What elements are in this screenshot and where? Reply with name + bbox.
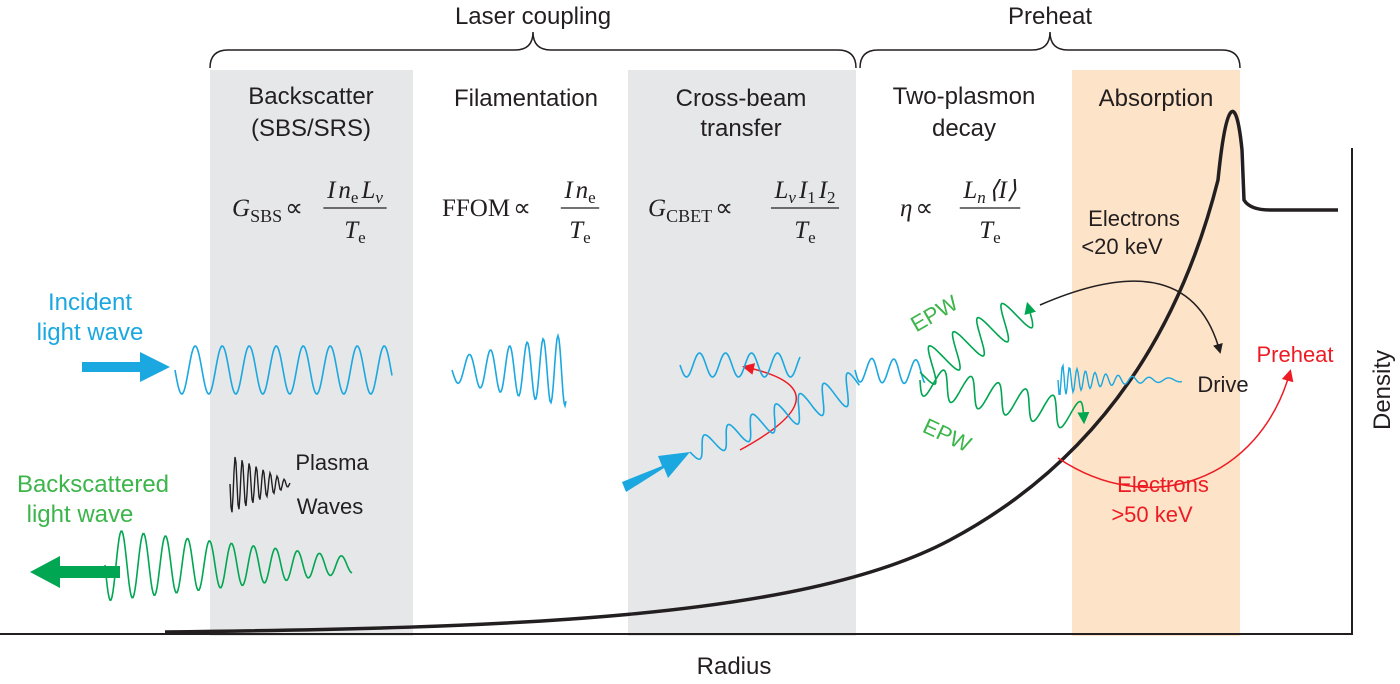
region-label: decay — [932, 115, 996, 142]
formula-symbol: L — [360, 177, 375, 204]
formula-symbol: I — [326, 177, 337, 204]
formula-subscript: e — [351, 188, 359, 207]
formula-denominator: Te — [569, 217, 590, 247]
formula-subscript: CBET — [666, 206, 712, 226]
label: Electrons — [1088, 206, 1180, 231]
formula-relation: ∝ — [715, 195, 733, 222]
formula-lhs: η ∝ — [900, 195, 933, 222]
wave — [919, 369, 1090, 429]
formula-symbol: G — [232, 195, 250, 222]
formula-subscript: e — [808, 228, 816, 247]
formula-subscript: SBS — [250, 206, 282, 226]
formula-symbol: L — [962, 177, 977, 204]
label: EPW — [906, 290, 962, 337]
band — [210, 70, 413, 636]
formula-subscript: e — [358, 228, 366, 247]
formula-symbol: T — [344, 217, 360, 244]
label: Plasma — [295, 450, 369, 475]
formula-relation: ∝ — [285, 195, 303, 222]
label: Electrons — [1117, 472, 1209, 497]
brace — [209, 31, 857, 69]
wave — [854, 357, 926, 385]
label: Waves — [297, 494, 363, 519]
formula-symbol: I — [798, 177, 809, 204]
wave — [229, 456, 291, 513]
arrow — [622, 452, 690, 492]
formula-lhs: GSBS ∝ — [232, 195, 303, 226]
y-axis-label: Density — [1369, 350, 1396, 430]
formula-symbol: ⟨I⟩ — [989, 177, 1017, 204]
formula-subscript: 2 — [827, 188, 836, 207]
formula-subscript: n — [977, 188, 986, 207]
density-curve — [164, 109, 1338, 634]
label: light wave — [37, 319, 144, 346]
region-label: Filamentation — [454, 85, 598, 112]
group-label: Preheat — [1008, 3, 1092, 30]
black-arrow — [1039, 280, 1223, 354]
wave — [679, 352, 801, 378]
label: light wave — [27, 501, 134, 528]
label: >50 keV — [1111, 502, 1193, 527]
region-label: (SBS/SRS) — [251, 115, 371, 142]
brace — [859, 31, 1241, 69]
formula-symbol: T — [569, 217, 585, 244]
wave — [104, 530, 353, 601]
formula-lhs: FFOM ∝ — [442, 195, 531, 222]
formula-symbol: I — [818, 177, 829, 204]
formula-symbol: n — [576, 177, 589, 204]
label: Drive — [1197, 372, 1248, 397]
formula-subscript: e — [993, 228, 1001, 247]
formula-denominator: Te — [344, 217, 365, 247]
formula-numerator: Ln ⟨I⟩ — [962, 177, 1016, 207]
formula-subscript: v — [375, 188, 383, 207]
formula-symbol: I — [563, 177, 574, 204]
wave — [451, 332, 567, 409]
formula-denominator: Te — [979, 217, 1000, 247]
wave — [1057, 363, 1183, 395]
formula-symbol: n — [338, 177, 351, 204]
arrow — [82, 352, 170, 382]
formula-symbol: G — [648, 195, 666, 222]
red-arrow — [739, 363, 797, 451]
formula-symbol: FFOM — [442, 195, 510, 222]
formula-symbol: L — [773, 177, 788, 204]
region-label: Cross-beam — [676, 85, 807, 112]
red-arrow — [1057, 369, 1294, 489]
group-label: Laser coupling — [455, 3, 611, 30]
formula-symbol: T — [794, 217, 810, 244]
x-axis-label: Radius — [697, 653, 772, 680]
region-label: Backscatter — [248, 83, 373, 110]
region-label: transfer — [700, 115, 781, 142]
formula-subscript: e — [588, 188, 596, 207]
formula-numerator: Lv I1 I2 — [773, 177, 835, 207]
arrow — [30, 556, 120, 588]
formula-subscript: v — [788, 188, 796, 207]
region-label: Absorption — [1099, 85, 1214, 112]
formula-subscript: 1 — [807, 188, 816, 207]
formula-subscript: e — [583, 228, 591, 247]
label: Preheat — [1256, 342, 1333, 367]
formula-symbol: η — [900, 195, 912, 222]
label: EPW — [919, 413, 975, 457]
formula-symbol: T — [979, 217, 995, 244]
region-label: Two-plasmon — [893, 83, 1036, 110]
formula-lhs: GCBET ∝ — [648, 195, 733, 226]
wave — [919, 301, 1037, 386]
label: Backscattered — [17, 471, 169, 498]
band — [628, 70, 856, 636]
formula-relation: ∝ — [513, 195, 531, 222]
label: Incident — [48, 289, 132, 316]
wave — [174, 345, 393, 395]
formula-denominator: Te — [794, 217, 815, 247]
band — [1072, 70, 1240, 636]
wave — [689, 372, 860, 461]
formula-relation: ∝ — [915, 195, 933, 222]
label: <20 keV — [1081, 234, 1163, 259]
